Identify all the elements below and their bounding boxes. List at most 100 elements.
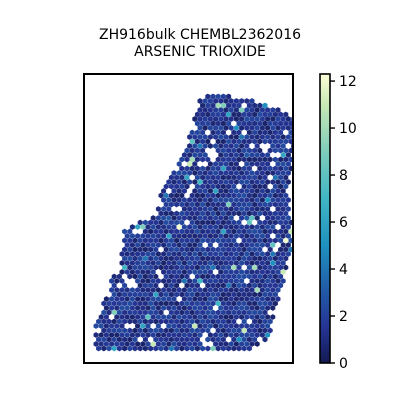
spot <box>210 129 216 136</box>
spot <box>166 341 172 347</box>
spot <box>244 242 250 248</box>
spot <box>116 345 122 352</box>
spot <box>184 273 190 280</box>
spot <box>155 206 161 212</box>
spot <box>109 305 115 311</box>
spot <box>231 327 237 334</box>
spot <box>218 341 224 347</box>
spot <box>184 228 190 235</box>
spot <box>145 260 151 266</box>
spot <box>200 111 206 118</box>
spot <box>174 345 180 352</box>
spot <box>272 264 278 271</box>
spot <box>278 192 284 199</box>
spot <box>176 197 182 203</box>
spot <box>254 260 260 266</box>
spot <box>200 201 206 208</box>
spot <box>132 300 138 307</box>
spot <box>168 219 174 226</box>
spot <box>174 192 180 199</box>
spot <box>150 260 156 266</box>
spot <box>205 138 211 145</box>
spot <box>176 305 182 311</box>
spot <box>215 336 221 343</box>
spot <box>129 332 135 338</box>
spot <box>270 170 276 176</box>
spot <box>122 336 128 343</box>
spot <box>283 237 289 244</box>
spot <box>158 309 164 316</box>
spot <box>220 327 226 334</box>
spot <box>207 107 213 113</box>
spot <box>244 260 250 266</box>
spot <box>184 336 190 343</box>
spot <box>218 197 224 203</box>
spot <box>163 273 169 280</box>
spot <box>278 129 284 136</box>
spot <box>207 323 213 329</box>
spot <box>137 300 143 307</box>
spot <box>109 332 115 338</box>
spot <box>145 296 151 302</box>
spot <box>176 224 182 230</box>
spot <box>246 300 252 307</box>
spot <box>285 251 291 257</box>
spot <box>176 269 182 275</box>
spot <box>210 282 216 289</box>
spot <box>252 246 258 253</box>
spot <box>174 174 180 181</box>
spot <box>275 233 281 239</box>
spot <box>205 156 211 163</box>
spot <box>272 120 278 127</box>
spot <box>98 341 104 347</box>
spot <box>220 102 226 109</box>
spot <box>280 134 286 140</box>
spot <box>187 224 193 230</box>
spot <box>280 161 286 167</box>
spot <box>244 296 250 302</box>
spot <box>192 233 198 239</box>
spot <box>181 323 187 329</box>
spot <box>254 287 260 293</box>
spot <box>135 305 141 311</box>
spot <box>127 255 133 262</box>
spot <box>228 98 234 104</box>
spot <box>228 107 234 113</box>
spot <box>272 192 278 199</box>
spot <box>205 174 211 181</box>
spot <box>272 129 278 136</box>
spot <box>265 107 271 113</box>
spot <box>189 300 195 307</box>
spot <box>254 206 260 212</box>
spot <box>179 192 185 199</box>
spot <box>220 255 226 262</box>
spot <box>155 242 161 248</box>
spot <box>272 174 278 181</box>
spot <box>153 273 159 280</box>
spot <box>259 224 265 230</box>
spot <box>257 291 263 298</box>
spot <box>220 291 226 298</box>
spot <box>231 273 237 280</box>
spot <box>252 174 258 181</box>
spot <box>197 314 203 320</box>
spot <box>194 138 200 145</box>
spot <box>194 111 200 118</box>
spot <box>283 246 289 253</box>
spot <box>228 260 234 266</box>
spot <box>179 156 185 163</box>
spot <box>192 314 198 320</box>
spot <box>220 120 226 127</box>
spot <box>140 341 146 347</box>
spot <box>202 197 208 203</box>
spot <box>283 183 289 190</box>
spot <box>202 116 208 122</box>
spot <box>161 215 167 221</box>
spot <box>106 309 112 316</box>
spot <box>246 165 252 172</box>
spot <box>184 147 190 154</box>
spot <box>122 318 128 325</box>
spot <box>166 305 172 311</box>
spot <box>275 251 281 257</box>
spot <box>228 206 234 212</box>
